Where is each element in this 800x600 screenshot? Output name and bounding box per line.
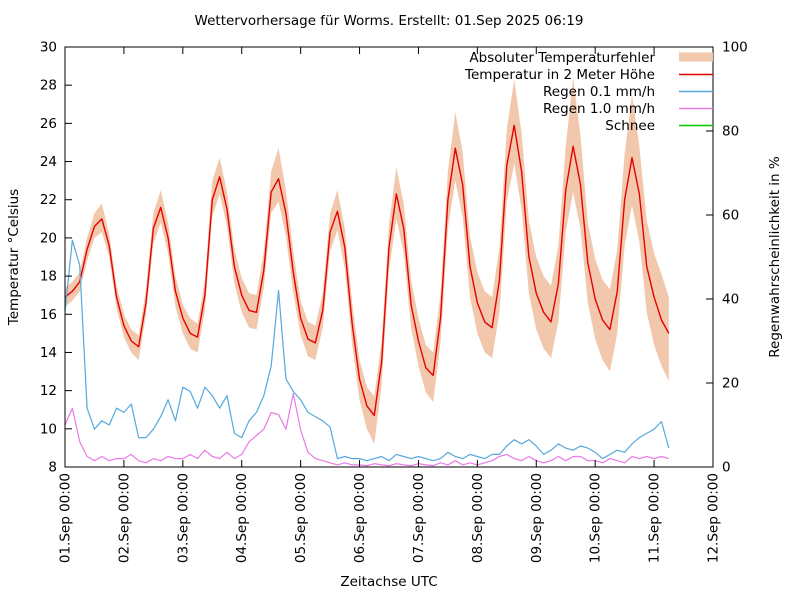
- legend-label: Regen 1.0 mm/h: [543, 101, 655, 117]
- y-right-tick-label: 0: [722, 460, 731, 476]
- x-tick-label: 08.Sep 00:00: [470, 473, 486, 563]
- axes-layer: 8 10 12 14 16 18 20 22 24 26 28 30 0 20 40 60 80 100 01.Se…: [40, 40, 748, 564]
- y-right-tick-label: 100: [722, 40, 748, 56]
- legend-label: Schnee: [605, 118, 655, 134]
- y-left-tick-label: 12: [40, 383, 57, 399]
- y-left-tick-label: 28: [40, 78, 57, 94]
- y-left-axis-label: Temperatur °Celsius: [6, 189, 22, 326]
- chart-title: Wettervorhersage für Worms. Erstellt: 01…: [195, 13, 584, 29]
- legend-label: Regen 0.1 mm/h: [543, 84, 655, 100]
- y-left-tick-label: 18: [40, 269, 57, 285]
- y-right-tick-label: 40: [722, 292, 739, 308]
- line-Regen 1.0 mm/h: [64, 392, 669, 467]
- x-tick-label: 02.Sep 00:00: [116, 473, 132, 563]
- y-left-tick-label: 16: [40, 307, 57, 323]
- legend-band-swatch: [679, 52, 713, 62]
- y-right-tick-label: 20: [722, 376, 739, 392]
- x-tick-label: 01.Sep 00:00: [58, 473, 74, 563]
- x-tick-label: 05.Sep 00:00: [293, 473, 309, 563]
- y-left-tick-label: 26: [40, 116, 57, 132]
- x-tick-label: 03.Sep 00:00: [175, 473, 191, 563]
- y-right-tick-label: 60: [722, 208, 739, 224]
- x-tick-label: 06.Sep 00:00: [352, 473, 368, 563]
- plot-border: [64, 46, 714, 468]
- y-left-tick-label: 10: [40, 421, 57, 437]
- x-axis-label: Zeitachse UTC: [340, 574, 437, 590]
- x-tick-label: 12.Sep 00:00: [706, 473, 722, 563]
- y-right-tick-label: 80: [722, 124, 739, 140]
- x-tick-label: 11.Sep 00:00: [647, 473, 663, 563]
- y-right-axis-label: Regenwahrscheinlichkeit in %: [767, 156, 783, 358]
- y-left-tick-label: 24: [40, 154, 57, 170]
- legend-label: Absoluter Temperaturfehler: [469, 50, 655, 66]
- series-layer: [64, 77, 670, 467]
- legend-label: Temperatur in 2 Meter Höhe: [464, 67, 655, 83]
- y-left-tick-label: 8: [48, 460, 57, 476]
- line-Regen 0.1 mm/h: [64, 239, 670, 462]
- x-tick-label: 04.Sep 00:00: [234, 473, 250, 563]
- band-Absoluter Temperaturfehler: [65, 77, 669, 445]
- y-left-tick-label: 20: [40, 230, 57, 246]
- line-Temperatur in 2 Meter Höhe: [64, 124, 670, 417]
- y-left-tick-label: 22: [40, 192, 57, 208]
- y-left-tick-label: 30: [40, 40, 57, 56]
- x-tick-label: 07.Sep 00:00: [411, 473, 427, 563]
- x-tick-label: 09.Sep 00:00: [529, 473, 545, 563]
- x-tick-label: 10.Sep 00:00: [588, 473, 604, 563]
- y-left-tick-label: 14: [40, 345, 57, 361]
